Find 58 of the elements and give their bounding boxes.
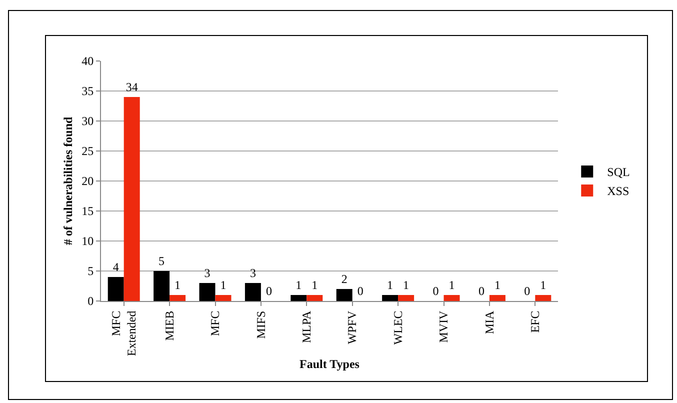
bar bbox=[489, 295, 506, 301]
data-label: 5 bbox=[158, 254, 165, 268]
data-label: 0 bbox=[478, 284, 484, 298]
y-tick-label: 30 bbox=[82, 114, 94, 128]
bar bbox=[290, 295, 307, 301]
bar bbox=[382, 295, 398, 301]
x-tick-label: MIEB bbox=[162, 310, 176, 341]
y-tick-label: 25 bbox=[82, 144, 94, 158]
bar bbox=[215, 295, 232, 301]
x-tick-label: WPFV bbox=[345, 310, 360, 344]
data-label: 1 bbox=[387, 278, 394, 292]
x-tick-label: MFC bbox=[208, 310, 222, 336]
y-tick-label: 0 bbox=[88, 294, 94, 308]
y-axis-title: # of vulnerabilities found bbox=[60, 116, 75, 246]
bar bbox=[306, 295, 323, 301]
x-tick-label: MIFS bbox=[254, 310, 268, 339]
x-tick-label: MLPA bbox=[300, 310, 314, 344]
data-label: 0 bbox=[357, 284, 364, 298]
bar bbox=[108, 277, 124, 301]
data-label: 34 bbox=[126, 80, 138, 94]
data-label: 1 bbox=[540, 278, 546, 292]
x-tick-label: EFC bbox=[528, 310, 542, 333]
x-tick-label: MIA bbox=[482, 310, 496, 334]
data-label: 1 bbox=[494, 278, 500, 292]
data-label: 3 bbox=[204, 266, 210, 280]
y-tick-label: 35 bbox=[82, 84, 94, 98]
bar bbox=[535, 295, 552, 301]
data-label: 0 bbox=[432, 284, 439, 298]
data-label: 1 bbox=[296, 278, 302, 292]
bar bbox=[398, 295, 414, 301]
x-tick-label: WLEC bbox=[390, 310, 405, 345]
data-label: 4 bbox=[112, 260, 119, 274]
bar bbox=[170, 295, 186, 301]
legend-label: XSS bbox=[607, 184, 630, 198]
y-tick-label: 20 bbox=[82, 174, 94, 188]
bar bbox=[336, 289, 352, 301]
data-label: 0 bbox=[266, 284, 272, 298]
data-label: 3 bbox=[250, 266, 256, 280]
data-label: 1 bbox=[448, 278, 455, 292]
x-tick-label: MVIV bbox=[436, 310, 451, 343]
data-label: 1 bbox=[174, 278, 181, 292]
data-label: 1 bbox=[220, 278, 226, 292]
y-tick-label: 40 bbox=[82, 54, 94, 68]
x-tick-label: MFC Extended bbox=[108, 310, 139, 356]
x-axis-title: Fault Types bbox=[300, 357, 360, 372]
data-label: 0 bbox=[524, 284, 530, 298]
data-label: 1 bbox=[312, 278, 318, 292]
data-label: 2 bbox=[341, 272, 348, 286]
bar bbox=[244, 283, 261, 301]
y-tick-label: 15 bbox=[82, 204, 94, 218]
bar bbox=[444, 295, 460, 301]
bar bbox=[199, 283, 216, 301]
bar bbox=[124, 97, 140, 301]
y-tick-label: 5 bbox=[88, 264, 94, 278]
bar bbox=[154, 271, 170, 301]
legend-label: SQL bbox=[607, 165, 630, 180]
y-tick-label: 10 bbox=[82, 234, 94, 248]
data-label: 1 bbox=[403, 278, 410, 292]
